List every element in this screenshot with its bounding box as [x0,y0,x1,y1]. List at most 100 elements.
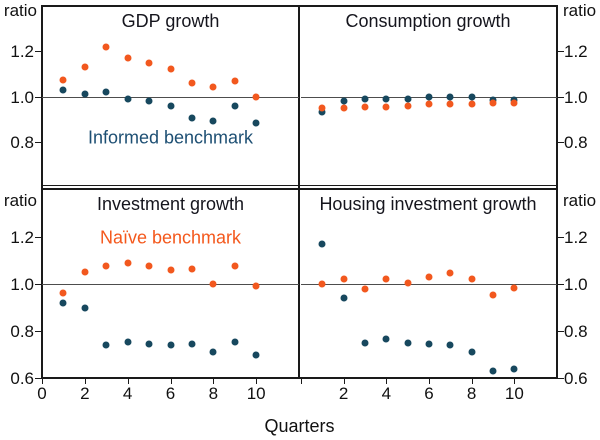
y-tick-left [35,284,41,285]
y-tick-label-left: 1.2 [10,228,34,247]
data-point-informed [145,97,153,105]
data-point-naive [188,265,196,273]
y-tick-right [558,141,564,143]
x-tick [471,379,473,384]
data-point-naive [59,76,67,84]
data-point-naive [340,104,348,112]
y-tick-right [558,96,564,98]
data-point-naive [124,54,132,62]
y-tick-label-right: 1.0 [564,87,588,107]
data-point-informed [361,339,369,347]
y-tick-left [35,237,41,238]
y-tick-label-left: 0.6 [10,369,34,388]
panel-title-housing-investment-growth: Housing investment growth [319,194,537,214]
data-point-naive [59,289,67,297]
x-tick [256,379,258,384]
x-tick [343,379,345,384]
data-point-informed [124,338,132,346]
data-point-naive [318,280,326,288]
data-point-informed [209,348,217,356]
data-point-informed [340,97,348,105]
data-point-naive [209,83,217,91]
data-point-informed [340,294,348,302]
data-point-informed [361,95,369,103]
data-point-naive [167,65,174,73]
y-tick-left [35,331,41,332]
data-point-informed [145,340,153,348]
y-tick-right [558,284,564,285]
x-tick [429,379,430,384]
data-point-naive [489,99,497,107]
data-point-informed [318,240,326,248]
data-point-informed [81,304,89,311]
y-axis-unit-mid-right: ratio [563,191,597,210]
legend-informed-benchmark: Informed benchmark [87,127,254,148]
data-point-informed [468,93,476,100]
y-tick-label-right: 1.2 [564,42,588,62]
x-tick-label: 10 [246,384,266,403]
data-point-naive [167,266,174,274]
data-point-naive [188,79,196,87]
data-point-informed [318,108,326,116]
x-tick-label: 6 [165,384,176,403]
panel-consumption-growth: Consumption growth [300,7,556,185]
data-point-naive [252,93,260,100]
panel-investment-growth: Investment growth Naïve benchmark [43,190,298,377]
reference-line-1·0 [42,284,299,285]
data-point-informed [59,86,67,94]
data-point-naive [404,102,412,110]
data-point-informed [188,114,196,122]
x-tick-label: 2 [80,384,90,403]
panel-gdp-growth: GDP growth Informed benchmark [43,7,298,185]
data-point-naive [489,291,497,299]
x-tick-label: 8 [208,384,219,403]
data-point-naive [102,43,110,51]
data-point-naive [468,275,476,283]
panel-title-gdp-growth: GDP growth [121,11,220,31]
data-point-informed [404,339,412,347]
y-tick-right [558,51,564,53]
data-point-naive [81,268,89,276]
panel-title-consumption-growth: Consumption growth [345,11,511,31]
y-tick-label-left: 1.2 [10,42,34,62]
data-point-naive [318,104,326,112]
data-point-informed [252,351,260,358]
data-point-naive [468,100,476,108]
data-point-informed [231,338,239,346]
panel-divider-horizontal-bottom [41,188,558,190]
data-point-naive [446,269,454,277]
data-point-informed [167,102,174,110]
panel-divider-horizontal-top [41,185,558,186]
y-tick-label-left: 1.0 [10,275,34,294]
data-point-informed [446,341,454,349]
data-point-informed [446,93,454,100]
data-point-naive [510,99,518,107]
data-point-naive [124,259,132,267]
data-point-informed [102,341,110,349]
x-tick [127,379,129,384]
panel-title-investment-growth: Investment growth [96,194,245,214]
data-point-naive [145,262,153,270]
reference-line-1·0 [301,284,557,285]
y-tick-left [35,141,41,143]
data-point-naive [404,279,412,287]
data-point-naive [81,63,89,71]
data-point-naive [209,280,217,288]
data-point-informed [404,95,412,103]
x-axis-title: Quarters [264,416,335,436]
data-point-naive [102,262,110,270]
y-tick-label-right: 0.8 [564,132,588,152]
data-point-informed [510,365,518,373]
y-tick-right [558,237,564,238]
x-tick-label: 10 [504,384,524,403]
data-point-naive [382,103,390,111]
y-tick-left [35,51,41,53]
panel-housing-investment-growth: Housing investment growth [300,190,556,377]
x-tick-label: 8 [466,384,477,403]
data-point-naive [510,284,518,292]
y-axis-unit-mid-left: ratio [3,191,37,210]
data-point-naive [231,77,239,85]
y-tick-right [558,378,564,379]
x-tick [42,379,43,384]
